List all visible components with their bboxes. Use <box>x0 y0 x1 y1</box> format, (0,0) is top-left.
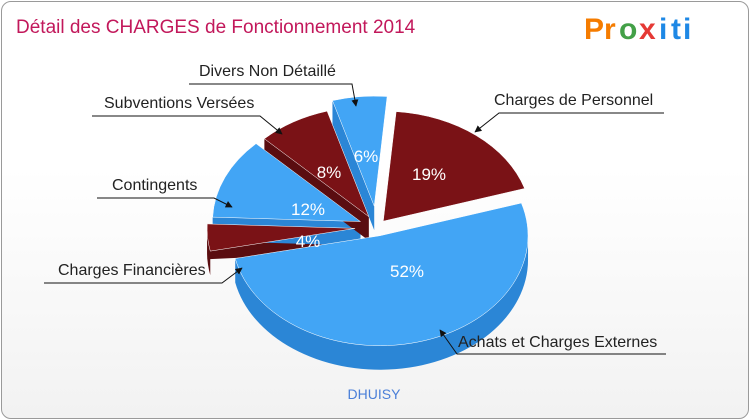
callout-label-subventions-versees: Subventions Versées <box>104 95 254 112</box>
logo-letter: i <box>683 13 691 46</box>
slice-contingents <box>212 143 362 222</box>
leader-line-contingents <box>97 197 233 208</box>
slice-charges-de-personnel <box>382 111 525 222</box>
callout-label-charges-de-personnel: Charges de Personnel <box>494 92 653 109</box>
leader-line-charges-de-personnel <box>474 112 664 133</box>
pie-slices <box>206 95 529 346</box>
pct-label-divers-non-detaille: 6% <box>354 147 379 166</box>
callout-label-contingents: Contingents <box>112 177 197 194</box>
pct-label-contingents: 12% <box>291 200 325 219</box>
leader-line-divers-non-detaille <box>189 83 359 107</box>
chart-title: Détail des CHARGES de Fonctionnement 201… <box>16 17 416 38</box>
leader-line-subventions-versees <box>92 115 283 135</box>
slice-side-achats-et-charges-externes <box>235 235 529 370</box>
pie-percent-labels: 19% 52% 4% 12% 8% 6% <box>291 147 446 281</box>
pct-label-achats-et-charges-externes: 52% <box>390 262 424 281</box>
slice-charges-financieres <box>206 223 356 252</box>
logo-letter: x <box>639 13 656 46</box>
slice-edge-divers-non-detaille <box>332 100 375 231</box>
chart-subtitle: DHUISY <box>348 386 402 402</box>
leader-line-charges-financieres <box>44 267 243 284</box>
logo-letter: P <box>584 13 604 46</box>
slice-subventions-versees <box>263 110 370 218</box>
logo-letter: r <box>604 13 616 46</box>
pct-label-subventions-versees: 8% <box>317 163 342 182</box>
slice-achats-et-charges-externes <box>234 202 529 346</box>
slice-divers-non-detaille <box>332 95 388 207</box>
logo-letter: t <box>671 13 681 46</box>
pct-label-charges-de-personnel: 19% <box>412 165 446 184</box>
pct-label-charges-financieres: 4% <box>296 232 321 251</box>
callout-label-divers-non-detaille: Divers Non Détaillé <box>199 63 336 80</box>
leader-line-achats-et-charges-externes <box>439 329 666 355</box>
logo-letter: i <box>659 13 667 46</box>
callout-label-charges-financieres: Charges Financières <box>58 262 206 279</box>
logo-letter: o <box>619 13 637 46</box>
pie-callout-labels: Charges de Personnel Achats et Charges Ex… <box>44 63 666 355</box>
callout-label-achats-et-charges-externes: Achats et Charges Externes <box>458 334 657 351</box>
